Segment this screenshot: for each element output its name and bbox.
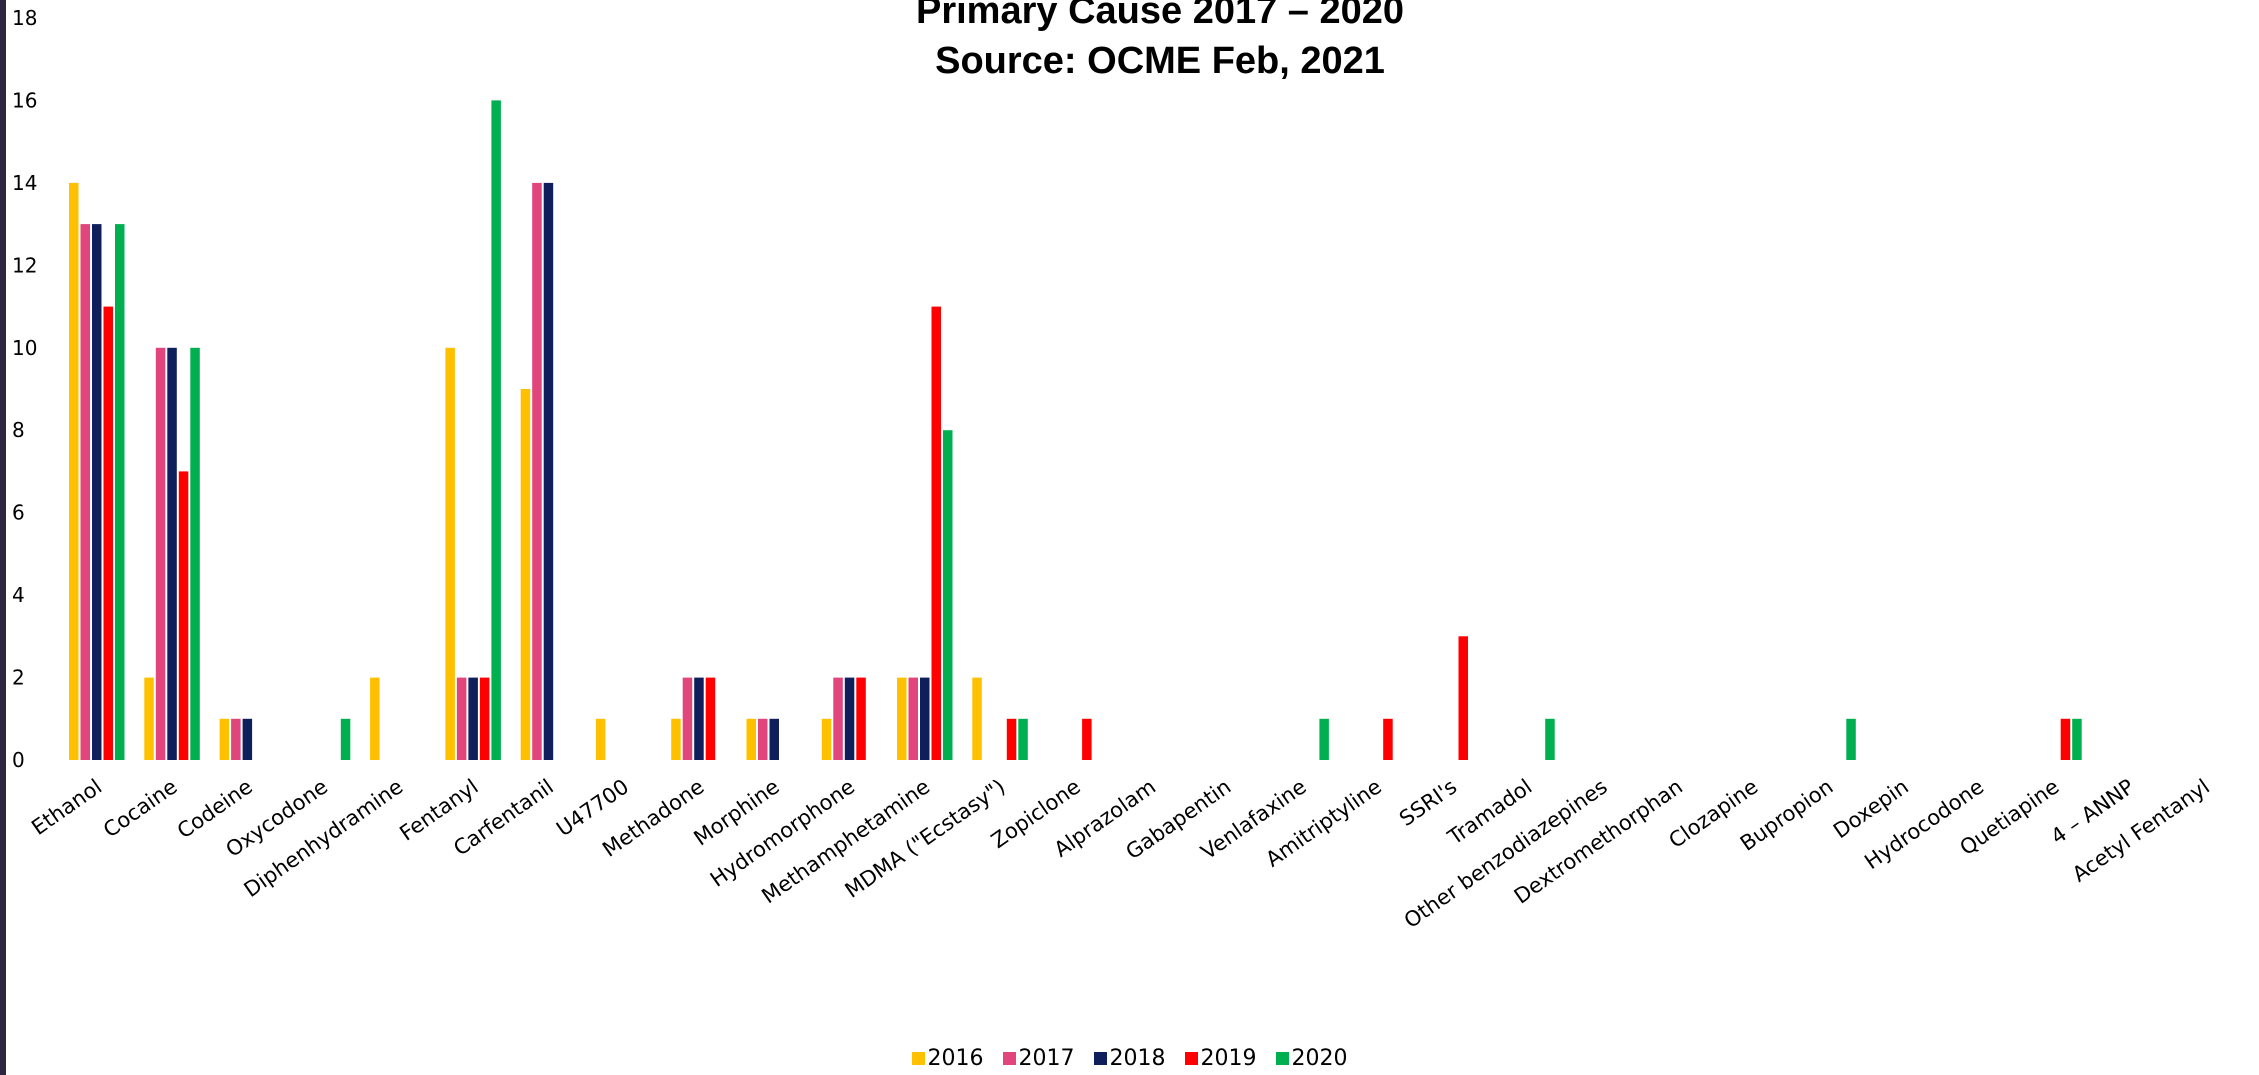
bar-2018 [920, 677, 930, 760]
bar-2019 [178, 471, 189, 760]
legend-item-2018: 2018 [1093, 1046, 1166, 1071]
bar-2019 [479, 677, 490, 760]
legend-label: 2016 [927, 1046, 984, 1071]
bar-2016 [746, 718, 756, 760]
bar-2020 [1545, 718, 1555, 760]
bar-2016 [972, 677, 982, 760]
legend-swatch [1002, 1052, 1016, 1065]
y-tick-label: 16 [12, 88, 37, 112]
bar-2020 [190, 347, 200, 760]
bar-2017 [532, 182, 542, 760]
bar-2019 [856, 677, 866, 760]
legend-label: 2019 [1200, 1046, 1257, 1071]
legend-swatch [1184, 1052, 1198, 1065]
y-tick-label: 10 [12, 336, 37, 360]
x-tick-label: SSRI's [1395, 774, 1461, 830]
bar-2016 [144, 677, 154, 760]
bar-2016 [595, 718, 606, 760]
legend-label: 2017 [1018, 1046, 1075, 1071]
bar-2016 [671, 718, 681, 760]
bar-2017 [682, 677, 693, 760]
y-tick-label: 8 [12, 418, 25, 442]
bar-2018 [92, 224, 102, 761]
bar-2020 [340, 718, 351, 760]
y-tick-label: 12 [12, 253, 37, 277]
legend: 2016 2017 2018 2019 2020 [0, 1046, 2259, 1071]
legend-item-2016: 2016 [911, 1046, 984, 1071]
legend-swatch [911, 1052, 925, 1065]
bar-2017 [908, 677, 918, 760]
bar-2017 [80, 224, 90, 761]
bar-2019 [103, 306, 113, 760]
bar-2020 [1846, 718, 1856, 760]
legend-item-2019: 2019 [1184, 1046, 1257, 1071]
legend-item-2017: 2017 [1002, 1046, 1075, 1071]
y-axis: 0 2 4 6 8 10 12 14 16 18 [12, 6, 37, 772]
bar-2018 [543, 182, 554, 760]
bar-2018 [468, 677, 478, 760]
y-tick-label: 18 [12, 6, 37, 30]
bar-2018 [242, 718, 253, 760]
bar-2019 [1383, 718, 1393, 760]
bar-2018 [694, 677, 704, 760]
legend-swatch [1275, 1052, 1289, 1065]
bar-2019 [2060, 718, 2071, 760]
bar-2017 [758, 718, 768, 760]
legend-item-2020: 2020 [1275, 1046, 1348, 1071]
bar-2020 [1018, 718, 1028, 760]
bar-2017 [231, 718, 241, 760]
bar-2019 [931, 306, 941, 760]
bar-2017 [833, 677, 843, 760]
x-tick-label: Ethanol [27, 774, 106, 839]
bar-2019 [705, 677, 716, 760]
bars [69, 100, 2082, 761]
bar-2020 [943, 430, 953, 760]
bar-2018 [167, 347, 177, 760]
chart-title-line-2: Source: OCME Feb, 2021 [935, 40, 1385, 82]
bar-2020 [115, 224, 125, 761]
bar-2017 [456, 677, 467, 760]
y-tick-label: 0 [12, 748, 25, 772]
bar-2020 [1319, 718, 1329, 760]
x-axis-labels: EthanolCocaineCodeineOxycodoneDiphenhydr… [27, 774, 2214, 932]
bar-2019 [1006, 718, 1017, 760]
y-tick-label: 4 [12, 583, 25, 607]
bar-2018 [844, 677, 855, 760]
bar-2019 [1082, 718, 1092, 760]
bar-2016 [69, 182, 79, 760]
slide-edge-bar [0, 0, 6, 1075]
bar-2016 [821, 718, 832, 760]
chart-title-line-1: Primary Cause 2017 – 2020 [915, 0, 1405, 32]
legend-label: 2018 [1109, 1046, 1166, 1071]
bar-2018 [769, 718, 779, 760]
bar-chart: 0 2 4 6 8 10 12 14 16 18 EthanolCocaineCodeineOxy… [12, 6, 2214, 933]
bar-2016 [520, 389, 531, 760]
x-tick-label: Acetyl Fentanyl [2068, 774, 2214, 886]
bar-2020 [2072, 718, 2082, 760]
bar-2016 [445, 347, 455, 760]
y-tick-label: 2 [12, 666, 25, 690]
x-tick-label: Cocaine [99, 774, 182, 842]
bar-2016 [370, 677, 380, 760]
bar-2016 [219, 718, 230, 760]
bar-2019 [1458, 636, 1468, 760]
bar-2016 [897, 677, 907, 760]
bar-2020 [491, 100, 501, 760]
bar-2017 [155, 347, 166, 760]
y-tick-label: 14 [12, 171, 37, 195]
legend-label: 2020 [1291, 1046, 1348, 1071]
y-tick-label: 6 [12, 501, 25, 525]
legend-swatch [1093, 1052, 1107, 1065]
